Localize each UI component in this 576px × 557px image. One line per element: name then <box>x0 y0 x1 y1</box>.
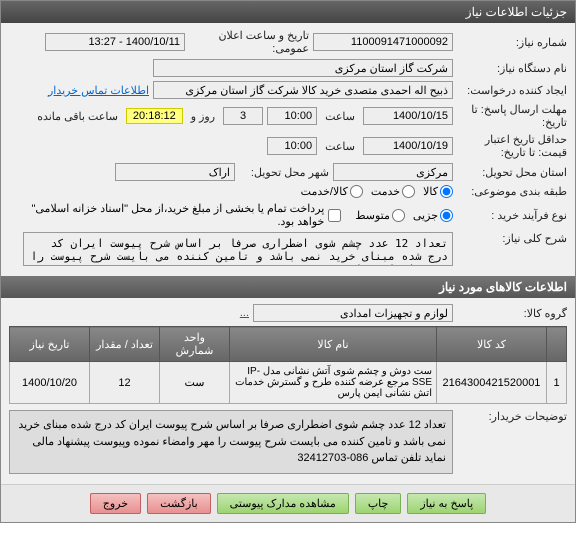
col-name: نام کالا <box>230 327 437 362</box>
cell-unit: ست <box>160 362 230 404</box>
radio-goods[interactable]: کالا <box>423 185 453 198</box>
device-field <box>153 59 453 77</box>
summary-label: شرح کلی نیاز: <box>457 232 567 245</box>
remaining-label: ساعت باقی مانده <box>37 110 118 123</box>
time-label-2: ساعت <box>325 140 355 153</box>
attachments-button[interactable]: مشاهده مدارک پیوستی <box>217 493 349 514</box>
goods-section: گروه کالا: ... کد کالا نام کالا واحد شما… <box>1 298 575 484</box>
cell-code: 2164300421520001 <box>437 362 547 404</box>
days-label: روز و <box>191 110 215 123</box>
more-link[interactable]: ... <box>240 307 249 319</box>
back-button[interactable]: بازگشت <box>147 493 211 514</box>
category-radios: کالا خدمت کالا/خدمت <box>301 185 453 198</box>
cell-qty: 12 <box>90 362 160 404</box>
deadline-date-field <box>363 107 453 125</box>
col-unit: واحد شمارش <box>160 327 230 362</box>
window-titlebar: جزئیات اطلاعات نیاز <box>1 1 575 23</box>
process-radios: جزیی متوسط <box>355 209 453 222</box>
radio-small[interactable]: جزیی <box>413 209 453 222</box>
form-section: شماره نیاز: تاریخ و ساعت اعلان عمومی: نا… <box>1 23 575 276</box>
creator-field <box>153 81 453 99</box>
announce-field <box>45 33 185 51</box>
treasury-checkbox[interactable]: پرداخت تمام یا بخشی از مبلغ خرید،از محل … <box>9 202 341 228</box>
province-field <box>333 163 453 181</box>
print-button[interactable]: چاپ <box>355 493 402 514</box>
request-no-label: شماره نیاز: <box>457 36 567 49</box>
goods-header: اطلاعات کالاهای مورد نیاز <box>1 276 575 298</box>
col-qty: تعداد / مقدار <box>90 327 160 362</box>
validity-label: حداقل تاریخ اعتبار قیمت: تا تاریخ: <box>457 133 567 159</box>
footer-buttons: پاسخ به نیاز چاپ مشاهده مدارک پیوستی باز… <box>1 484 575 522</box>
respond-button[interactable]: پاسخ به نیاز <box>407 493 486 514</box>
cell-date: 1400/10/20 <box>10 362 90 404</box>
col-code: کد کالا <box>437 327 547 362</box>
province-label: استان محل تحویل: <box>457 166 567 179</box>
time-label-1: ساعت <box>325 110 355 123</box>
buyer-desc-label: توضیحات خریدار: <box>457 410 567 423</box>
buyer-desc-box: تعداد 12 عدد چشم شوی اضطراری صرفا بر اسا… <box>9 410 453 474</box>
device-label: نام دستگاه نیاز: <box>457 62 567 75</box>
city-label: شهر محل تحویل: <box>239 166 329 179</box>
validity-date-field <box>363 137 453 155</box>
table-header-row: کد کالا نام کالا واحد شمارش تعداد / مقدا… <box>10 327 567 362</box>
radio-service[interactable]: خدمت <box>371 185 415 198</box>
creator-label: ایجاد کننده درخواست: <box>457 84 567 97</box>
deadline-time-field <box>267 107 317 125</box>
contact-link[interactable]: اطلاعات تماس خریدار <box>48 84 149 97</box>
request-no-field <box>313 33 453 51</box>
countdown-timer: 20:18:12 <box>126 108 183 124</box>
days-field <box>223 107 263 125</box>
details-window: جزئیات اطلاعات نیاز شماره نیاز: تاریخ و … <box>0 0 576 523</box>
cell-idx: 1 <box>547 362 567 404</box>
validity-time-field <box>267 137 317 155</box>
exit-button[interactable]: خروج <box>90 493 141 514</box>
deadline-label: مهلت ارسال پاسخ: تا تاریخ: <box>457 103 567 129</box>
category-label: طبقه بندی موضوعی: <box>457 185 567 198</box>
summary-textarea: تعداد 12 عدد چشم شوی اضطراری صرفا بر اسا… <box>23 232 453 266</box>
process-label: نوع فرآیند خرید : <box>457 209 567 222</box>
announce-label: تاریخ و ساعت اعلان عمومی: <box>189 29 309 55</box>
radio-both[interactable]: کالا/خدمت <box>301 185 363 198</box>
city-field <box>115 163 235 181</box>
radio-medium[interactable]: متوسط <box>355 209 405 222</box>
goods-group-field <box>253 304 453 322</box>
col-date: تاریخ نیاز <box>10 327 90 362</box>
cell-name: ست دوش و چشم شوی آتش نشانی مدل IP-SSE مر… <box>230 362 437 404</box>
goods-table: کد کالا نام کالا واحد شمارش تعداد / مقدا… <box>9 326 567 404</box>
goods-group-label: گروه کالا: <box>457 307 567 320</box>
col-idx <box>547 327 567 362</box>
table-row[interactable]: 1 2164300421520001 ست دوش و چشم شوی آتش … <box>10 362 567 404</box>
